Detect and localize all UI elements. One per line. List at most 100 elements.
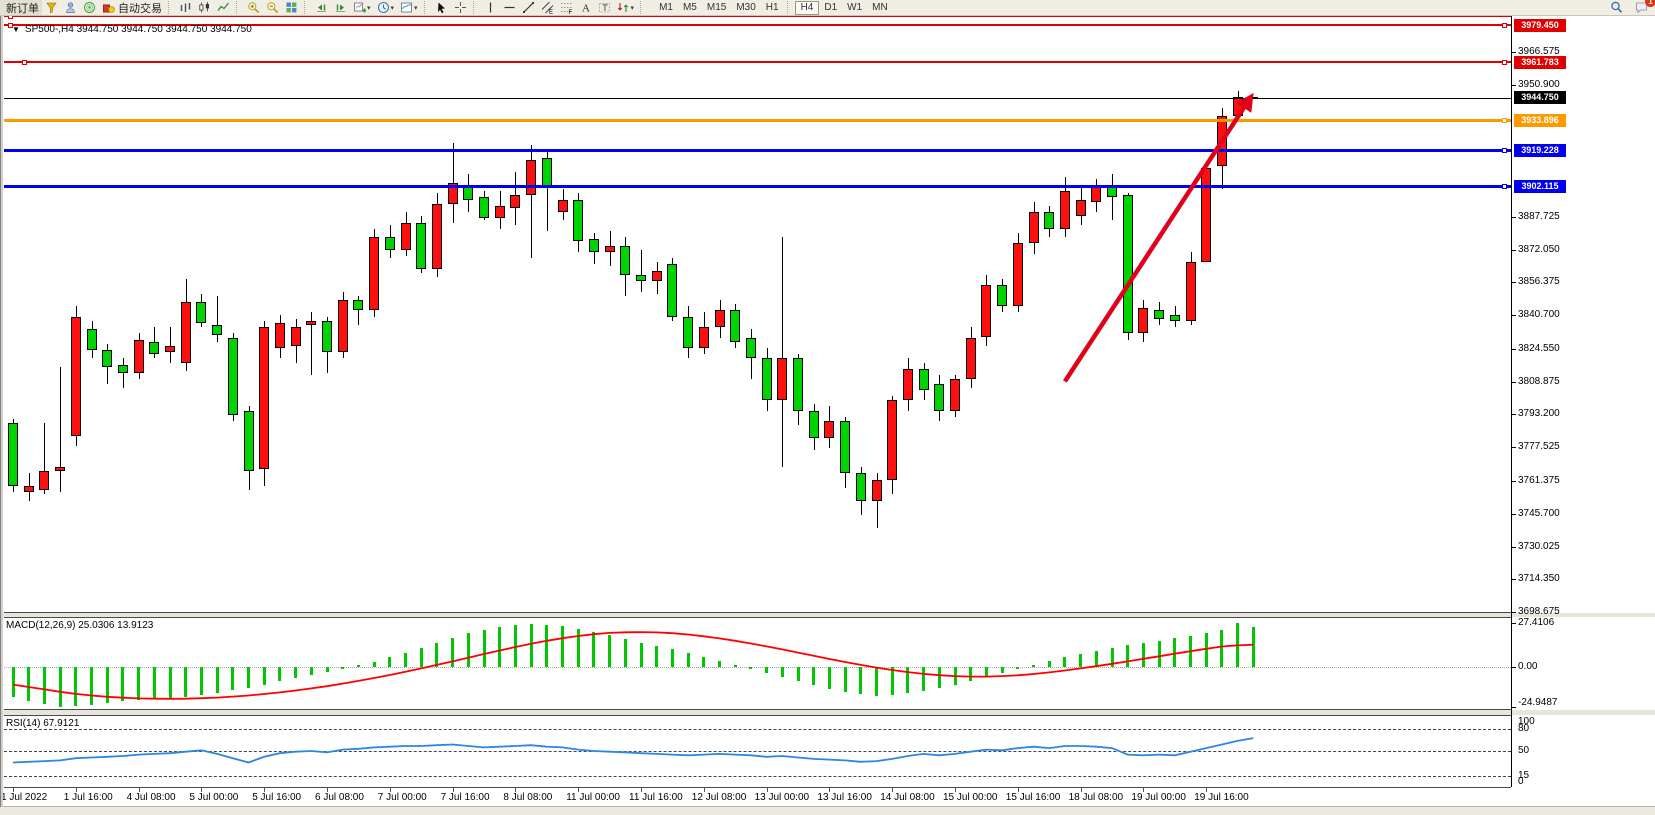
toolbar-separator [472, 1, 478, 14]
price-tick [1511, 282, 1516, 284]
macd-histogram-bar [1220, 630, 1224, 667]
macd-histogram-bar [27, 667, 31, 701]
pane-splitter[interactable] [0, 613, 1655, 617]
time-axis-label: 1 Jul 16:00 [63, 792, 113, 803]
chart-object-dropdown-icon[interactable]: ▼ [12, 25, 20, 34]
horizontal-line-object[interactable] [4, 185, 1511, 189]
pane-splitter[interactable] [0, 710, 1655, 715]
candle [55, 467, 66, 472]
timeframe-button-w1[interactable]: W1 [847, 1, 863, 13]
horizontal-line-object[interactable] [4, 15, 1511, 17]
time-tick [1017, 788, 1019, 792]
horizontal-line-object[interactable] [4, 118, 1511, 122]
line-handle[interactable] [1502, 59, 1507, 65]
price-tick [1511, 447, 1516, 449]
timeframe-button-m5[interactable]: M5 [682, 1, 697, 13]
line-handle[interactable] [1502, 117, 1507, 123]
candle [479, 197, 489, 219]
timeframe-button-mn[interactable]: MN [872, 1, 888, 13]
line-handle[interactable] [1502, 148, 1507, 154]
rsi-tick-label: 0 [1518, 776, 1524, 787]
crosshair-icon[interactable] [451, 0, 470, 15]
macd-histogram-bar [953, 667, 957, 685]
candle-wick [546, 151, 548, 231]
time-tick [892, 788, 894, 792]
vertical-line-icon[interactable] [481, 0, 500, 15]
arrows-icon[interactable]: ▾ [614, 0, 638, 15]
candle [965, 337, 976, 380]
price-tick-label: 3872.050 [1518, 243, 1560, 255]
price-tick [1511, 513, 1516, 515]
timeframe-button-h1[interactable]: H1 [765, 1, 779, 13]
candle [337, 299, 348, 353]
candle [950, 379, 960, 411]
line-handle[interactable] [22, 59, 27, 65]
text-icon[interactable]: A [576, 0, 595, 15]
horizontal-line-object[interactable] [4, 24, 1511, 27]
new-chart-icon[interactable]: ▾ [350, 0, 374, 15]
macd-histogram-bar [969, 667, 973, 681]
chart-shift-icon[interactable] [331, 0, 350, 15]
chart-area[interactable]: 3966.575 3950.900 3887.725 3872.050 3856.375… [0, 13, 1655, 815]
timeframe-button-m1[interactable]: M1 [659, 1, 673, 13]
price-tick [1511, 249, 1516, 251]
timeframe-button-m15[interactable]: M15 [706, 1, 727, 13]
horizontal-line-object[interactable] [4, 149, 1511, 153]
pane-border [4, 709, 1511, 710]
line-chart-icon[interactable] [214, 0, 233, 15]
timeframe-button-m30[interactable]: M30 [736, 1, 756, 13]
window-left-border [0, 16, 3, 807]
macd-histogram-bar [718, 660, 721, 667]
price-axis[interactable] [1511, 16, 1512, 787]
candle [620, 245, 631, 275]
horizontal-line-object[interactable] [4, 61, 1511, 64]
macd-indicator-label: MACD(12,26,9) 25.0306 13.9123 [6, 620, 154, 631]
candle-wick [1112, 174, 1113, 221]
zoom-out-icon[interactable] [263, 0, 282, 15]
market-watch-icon[interactable] [80, 0, 99, 15]
profile-icon[interactable] [61, 0, 80, 15]
time-axis-label: 5 Jul 00:00 [189, 792, 239, 803]
auto-scroll-icon[interactable] [312, 0, 331, 15]
macd-histogram-bar [875, 667, 878, 696]
candle [840, 421, 851, 474]
line-handle[interactable] [8, 22, 13, 28]
new-order-button[interactable]: 新订单 [0, 0, 42, 15]
line-handle[interactable] [1502, 22, 1507, 28]
zoom-in-icon[interactable] [244, 0, 263, 15]
macd-histogram-bar [341, 667, 345, 669]
macd-histogram-bar [592, 631, 596, 667]
macd-histogram-bar [670, 649, 674, 667]
fibonacci-icon[interactable]: F [557, 0, 576, 15]
timeframe-button-d1[interactable]: D1 [824, 1, 838, 13]
time-axis-label: 12 Jul 08:00 [691, 792, 747, 803]
notifications-icon[interactable]: 1 [1632, 0, 1655, 15]
bar-chart-icon[interactable] [176, 0, 195, 15]
period-clock-icon[interactable]: ▾ [374, 0, 398, 15]
funnel-icon[interactable] [42, 0, 61, 15]
time-axis-label: 13 Jul 16:00 [817, 792, 872, 803]
equidistant-channel-icon[interactable]: E [538, 0, 557, 15]
time-tick [829, 788, 831, 792]
time-tick [389, 788, 391, 792]
horizontal-line-icon[interactable] [500, 0, 519, 15]
line-handle[interactable] [1502, 184, 1507, 190]
cursor-icon[interactable] [432, 0, 451, 15]
auto-trading-button[interactable]: 自动交易 [99, 0, 165, 15]
candle [1107, 186, 1117, 198]
timeframe-button-h4[interactable]: H4 [794, 0, 820, 15]
candlestick-chart-icon[interactable] [195, 0, 214, 15]
trendline-icon[interactable] [519, 0, 538, 15]
tile-windows-icon[interactable] [282, 0, 301, 15]
search-icon[interactable] [1607, 0, 1626, 15]
text-label-icon[interactable]: T [595, 0, 614, 15]
macd-tick-label: -24.9487 [1518, 697, 1558, 708]
price-tick [1511, 84, 1516, 86]
macd-histogram-bar [576, 628, 580, 667]
template-icon[interactable]: ▾ [397, 0, 421, 15]
chevron-down-icon: ▾ [390, 4, 395, 12]
time-tick [641, 788, 642, 792]
chevron-down-icon: ▾ [414, 4, 418, 12]
price-tick-label: 3887.725 [1518, 210, 1560, 222]
chevron-down-icon: ▾ [630, 4, 635, 12]
